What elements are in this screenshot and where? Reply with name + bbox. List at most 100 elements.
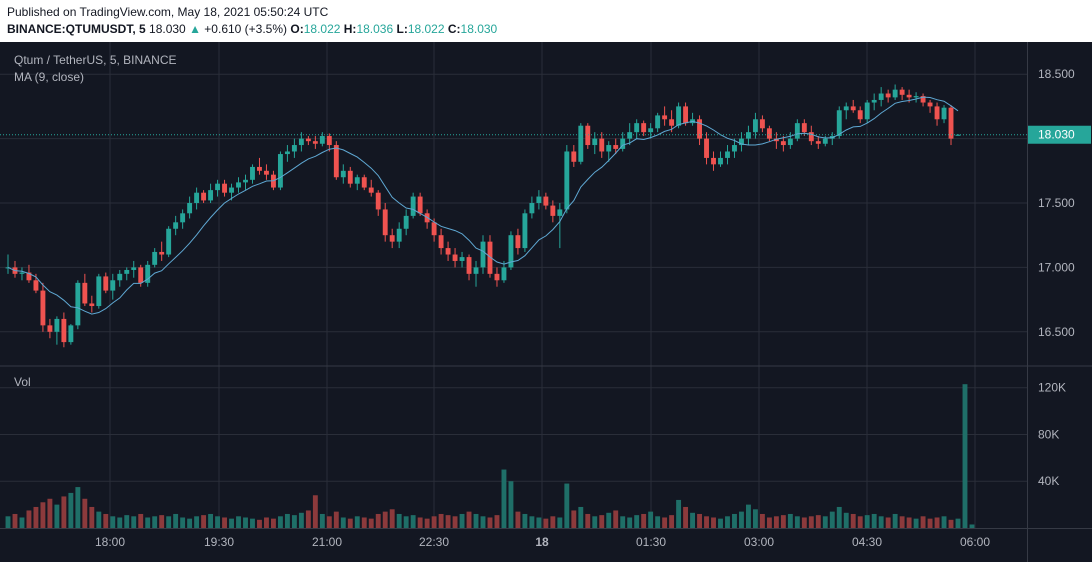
volume-tick-label: 120K [1038,381,1066,395]
volume-bar [19,517,25,528]
up-arrow-icon: ▲ [189,22,201,36]
volume-bar [599,515,605,528]
ma-line [7,96,959,315]
volume-bar [850,513,856,528]
candle-body [152,251,158,265]
volume-bar [347,518,353,528]
volume-bar [47,498,53,528]
candle-body [110,280,116,291]
candle-body [26,272,32,281]
candle-body [508,235,514,268]
candle-body [613,145,619,149]
candle-body [634,123,640,133]
volume-bar [54,504,60,528]
volume-bar [487,517,493,528]
volume-bar [326,516,332,528]
volume-bar [529,516,535,528]
volume-bar [277,516,283,528]
candle-body [75,282,81,326]
candle-body [201,192,207,201]
volume-bar [732,513,737,528]
volume-bar [166,516,172,528]
chart-background [0,42,1092,562]
candle-body [291,145,297,152]
open-value: 18.022 [303,22,341,36]
volume-bar [815,515,821,528]
volume-bar [466,511,472,528]
x-tick-label: 18 [535,535,549,549]
volume-bar [75,487,81,528]
x-tick-label: 19:30 [204,535,234,549]
volume-bar [515,511,521,528]
candle-body [592,138,598,146]
candle-body [655,115,661,129]
symbol-ohlc-line: BINANCE:QTUMUSDT, 5 18.030 ▲ +0.610 (+3.… [7,22,497,36]
volume-bar [68,492,74,528]
candle-body [620,138,626,149]
candle-body [54,318,60,332]
volume-bar [501,469,507,528]
candle-body [473,267,479,274]
chart-canvas[interactable]: 18:00 19:30 21:00 22:30 18 01:30 03:00 04:30 06:… [0,42,1092,562]
volume-bar [704,516,709,528]
last-price-badge [1028,125,1091,144]
candle-body [892,89,898,98]
volume-bar [843,512,849,528]
volume-bar [257,519,262,528]
candle-body [550,205,556,216]
volume-bar [655,516,661,528]
candle-body [913,96,919,98]
volume-bar [201,515,207,528]
candle-body [368,187,374,193]
candle-body [857,110,863,120]
candle-body [431,222,437,236]
volume-bar [236,516,241,528]
candle-body [243,179,248,183]
volume-bar [955,518,961,528]
candle-body [648,128,654,133]
candle-body [906,94,912,98]
candle-body [354,177,360,184]
candle-body [326,136,332,146]
candle-body [557,209,563,216]
close-value: 18.030 [460,22,498,36]
chart-title: Qtum / TetherUS, 5, BINANCE [14,53,177,67]
volume-bar [494,515,500,528]
candle-body [417,196,423,214]
candle-body [606,145,612,152]
volume-bar [312,495,318,528]
candle-body [711,157,716,165]
candle-body [808,132,814,142]
volume-bar [12,513,18,528]
price-tick-label: 17.500 [1038,196,1075,210]
candle-body [543,196,549,206]
candle-body [215,183,221,191]
candle-body [494,273,500,281]
x-tick-label: 22:30 [419,535,449,549]
high-label: H: [343,22,357,36]
volume-bar [431,516,437,528]
candle-body [410,196,416,216]
chart-area[interactable]: 18:00 19:30 21:00 22:30 18 01:30 03:00 04:30 06:… [0,42,1092,562]
volume-bar [662,517,668,528]
volume-bar [829,511,835,528]
candle-body [683,106,689,124]
volume-bar [110,516,116,528]
volume-bar [648,511,654,528]
volume-bar [697,513,702,528]
candle-body [89,303,95,307]
volume-bar [229,518,234,528]
candle-body [536,196,542,203]
candle-body [899,89,905,95]
candle-body [445,248,451,255]
candle-body [208,190,214,201]
volume-bar [773,516,779,528]
volume-bar [906,517,912,528]
volume-bar [822,516,828,528]
volume-bar [634,515,640,528]
candle-body [480,241,486,268]
volume-bar [264,517,269,528]
volume-bar [319,513,325,528]
volume-bar [620,516,626,528]
candle-body [194,192,200,203]
